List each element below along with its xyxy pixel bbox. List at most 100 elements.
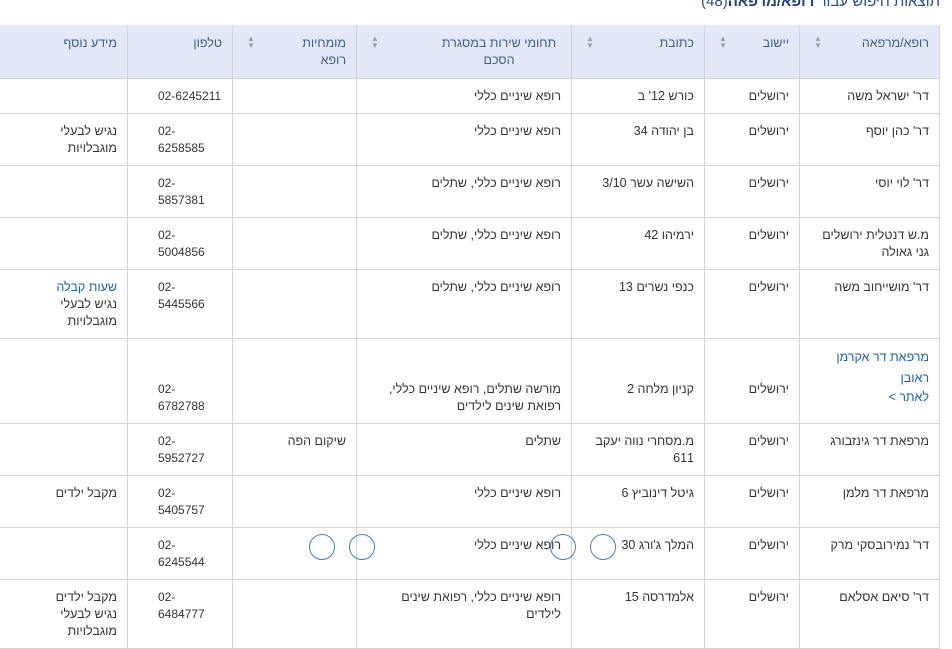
specialty-cell: [232, 474, 357, 528]
info-text: נגיש לבעלי מוגבלויות: [60, 606, 117, 638]
info-cell: [0, 526, 128, 580]
city-cell: ירושלים: [704, 474, 800, 528]
address-cell: השישה עשר 3/10: [571, 164, 705, 218]
table-header: רופא/מרפאה ▲ ▼ יישוב ▲ ▼ כתובת ▲ ▼ תחומי שירות…: [0, 25, 940, 78]
address-cell: אלמדרסה 15: [571, 578, 705, 649]
doctor-name: מ.ש דנטלית ירושלים גני גאולה: [799, 216, 940, 270]
sort-icon[interactable]: ▲ ▼: [586, 34, 594, 50]
results-title: תוצאות חיפוש עבור רופא/מרפאה(48): [701, 0, 940, 10]
city-cell: ירושלים: [704, 268, 800, 339]
services-cell: רופא שיניים כללי, שתלים: [356, 164, 572, 218]
table-row: מ.ש דנטלית ירושלים גני גאולה ירושלים ירמיה…: [0, 216, 940, 270]
col-header-specialty[interactable]: מומחיות רופא ▲ ▼: [232, 25, 357, 78]
doctor-name-link[interactable]: מרפאת דר אקרמן ראובן: [836, 349, 929, 385]
col-header-info: מידע נוסף: [0, 25, 128, 78]
phone-cell: 02-5857381: [127, 164, 233, 218]
specialty-cell: [232, 268, 357, 339]
services-cell: מורשה שתלים, רופא שיניים כללי, רפואת שינ…: [356, 337, 572, 424]
info-cell: [0, 337, 128, 424]
city-cell: ירושלים: [704, 216, 800, 270]
city-cell: ירושלים: [704, 77, 800, 114]
specialty-cell: [232, 578, 357, 649]
address-cell: מ.מסחרי נווה יעקב 611: [571, 422, 705, 476]
phone-cell: 02-6782788: [127, 337, 233, 424]
table-row: מרפאת דר אקרמן ראובן לאתר > ירושלים קניון מ…: [0, 337, 940, 424]
phone-cell: 02-5405757: [127, 474, 233, 528]
phone-cell: 02-5952727: [127, 422, 233, 476]
services-cell: רופא שיניים כללי: [356, 77, 572, 114]
table-row: דר' מושייחוב משה ירושלים כנפי נשרים 13 רופא…: [0, 268, 940, 339]
services-cell: שתלים: [356, 422, 572, 476]
address-cell: בן יהודה 34: [571, 112, 705, 166]
services-cell: רופא שיניים כללי: [356, 526, 572, 580]
sort-icon[interactable]: ▲ ▼: [371, 34, 379, 50]
phone-cell: 02-6245544: [127, 526, 233, 580]
table-row: דר' לוי יוסי ירושלים השישה עשר 3/10 רופא שי…: [0, 164, 940, 218]
info-cell: [0, 164, 128, 218]
table-row: דר' סיאם אסלאם ירושלים אלמדרסה 15 רופא שיני…: [0, 578, 940, 649]
sort-icon[interactable]: ▲ ▼: [814, 34, 822, 50]
info-text: נגיש לבעלי מוגבלויות: [60, 123, 117, 155]
services-cell: רופא שיניים כללי, רפואת שינים לילדים: [356, 578, 572, 649]
doctor-name: דר' ישראל משה: [799, 77, 940, 114]
specialty-cell: [232, 337, 357, 424]
city-cell: ירושלים: [704, 112, 800, 166]
col-header-city[interactable]: יישוב ▲ ▼: [704, 25, 800, 78]
pagination-prev-button[interactable]: [349, 534, 375, 560]
info-cell: מקבל ילדים: [0, 474, 128, 528]
address-cell: כורש 12' ב: [571, 77, 705, 114]
table-row: דר' ישראל משה ירושלים כורש 12' ב רופא שיניי…: [0, 77, 940, 114]
address-cell: ירמיהו 42: [571, 216, 705, 270]
pagination-next-button[interactable]: [550, 534, 576, 560]
city-cell: ירושלים: [704, 578, 800, 649]
col-header-phone: טלפון: [127, 25, 233, 78]
table-row: דר' נמירובסקי מרק ירושלים המלך ג'ורג 30 רופ…: [0, 526, 940, 580]
phone-cell: 02-6245211: [127, 77, 233, 114]
info-cell: [0, 422, 128, 476]
col-header-name[interactable]: רופא/מרפאה ▲ ▼: [799, 25, 940, 78]
phone-cell: 02-5445566: [127, 268, 233, 339]
services-cell: רופא שיניים כללי: [356, 474, 572, 528]
services-cell: רופא שיניים כללי, שתלים: [356, 268, 572, 339]
col-header-address[interactable]: כתובת ▲ ▼: [571, 25, 705, 78]
city-cell: ירושלים: [704, 422, 800, 476]
specialty-cell: [232, 216, 357, 270]
sort-icon[interactable]: ▲ ▼: [247, 34, 255, 50]
specialty-cell: שיקום הפה: [232, 422, 357, 476]
services-cell: רופא שיניים כללי: [356, 112, 572, 166]
specialty-cell: [232, 77, 357, 114]
info-text: מקבל ילדים: [55, 589, 117, 604]
doctor-name: דר' נמירובסקי מרק: [799, 526, 940, 580]
city-cell: ירושלים: [704, 164, 800, 218]
info-text: מקבל ילדים: [55, 485, 117, 500]
results-table: רופא/מרפאה ▲ ▼ יישוב ▲ ▼ כתובת ▲ ▼ תחומי שירות…: [0, 25, 940, 649]
specialty-cell: [232, 112, 357, 166]
info-cell: [0, 216, 128, 270]
city-cell: ירושלים: [704, 337, 800, 424]
site-link[interactable]: לאתר >: [888, 389, 929, 404]
doctor-name: דר' לוי יוסי: [799, 164, 940, 218]
doctor-name: מרפאת דר מלמן: [799, 474, 940, 528]
specialty-cell: [232, 164, 357, 218]
services-cell: רופא שיניים כללי, שתלים: [356, 216, 572, 270]
info-text: נגיש לבעלי מוגבלויות: [60, 296, 117, 328]
address-cell: כנפי נשרים 13: [571, 268, 705, 339]
pagination-first-button[interactable]: [309, 534, 335, 560]
sort-icon[interactable]: ▲ ▼: [719, 34, 727, 50]
doctor-name: מרפאת דר גינזבורג: [799, 422, 940, 476]
info-cell: נגיש לבעלי מוגבלויות: [0, 112, 128, 166]
city-cell: ירושלים: [704, 526, 800, 580]
address-cell: קניון מלחה 2: [571, 337, 705, 424]
specialty-cell: [232, 526, 357, 580]
info-cell: מקבל ילדים נגיש לבעלי מוגבלויות: [0, 578, 128, 649]
phone-cell: 02-5004856: [127, 216, 233, 270]
reception-hours-link[interactable]: שעות קבלה: [56, 279, 117, 294]
table-row: מרפאת דר גינזבורג ירושלים מ.מסחרי נווה יעק…: [0, 422, 940, 476]
phone-cell: 02-6484777: [127, 578, 233, 649]
info-cell: שעות קבלה נגיש לבעלי מוגבלויות: [0, 268, 128, 339]
pagination-last-button[interactable]: [590, 534, 616, 560]
address-cell: גיטל דינוביץ 6: [571, 474, 705, 528]
table-row: דר' כהן יוסף ירושלים בן יהודה 34 רופא שיניי…: [0, 112, 940, 166]
doctor-name: דר' כהן יוסף: [799, 112, 940, 166]
col-header-services[interactable]: תחומי שירות במסגרת הסכם ▲ ▼: [356, 25, 572, 78]
